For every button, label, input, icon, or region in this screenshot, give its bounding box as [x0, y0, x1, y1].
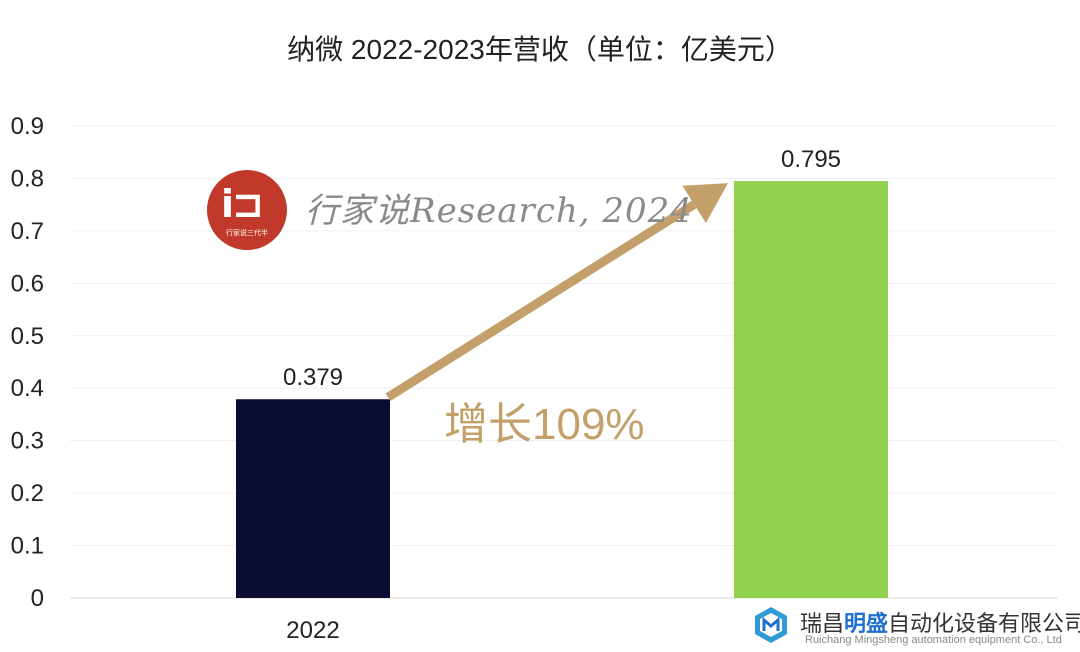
bar [236, 399, 390, 598]
y-tick-label: 0.2 [11, 480, 44, 507]
data-label: 0.379 [283, 364, 343, 391]
company-name: 瑞昌明盛自动化设备有限公司 [800, 606, 1080, 638]
chart-title: 纳微 2022-2023年营收（单位：亿美元） [287, 34, 793, 65]
data-label: 0.795 [781, 146, 841, 173]
growth-arrow-head [682, 183, 728, 224]
watermark-logo-subtext: 行家说三代半 [226, 230, 268, 237]
company-name-en: Ruichang Mingsheng automation equipment … [805, 634, 1062, 646]
watermark-text: 行家说Research, 2024 [305, 191, 693, 231]
y-tick-label: 0.5 [11, 323, 44, 350]
company-name-suffix: 自动化设备有限公司 [888, 611, 1080, 636]
y-tick-label: 0.6 [11, 270, 44, 297]
y-tick-label: 0.1 [11, 533, 44, 560]
company-name-highlight: 明盛 [844, 611, 889, 636]
y-tick-label: 0 [31, 585, 44, 612]
y-tick-label: 0.3 [11, 428, 44, 455]
growth-arrow-shaft [385, 200, 697, 402]
y-tick-label: 0.4 [11, 375, 44, 402]
y-tick-label: 0.9 [11, 113, 44, 140]
y-tick-label: 0.8 [11, 165, 44, 192]
hexagon-m-icon [755, 607, 787, 643]
x-tick-label: 2022 [286, 617, 339, 644]
watermark-logo-mark: i⊐ [221, 182, 264, 226]
y-tick-label: 0.7 [11, 218, 44, 245]
company-name-prefix: 瑞昌 [800, 611, 845, 636]
watermark-logo: i⊐ 行家说三代半 [207, 170, 287, 250]
growth-annotation: 增长109% [444, 400, 645, 449]
bar [734, 181, 888, 599]
